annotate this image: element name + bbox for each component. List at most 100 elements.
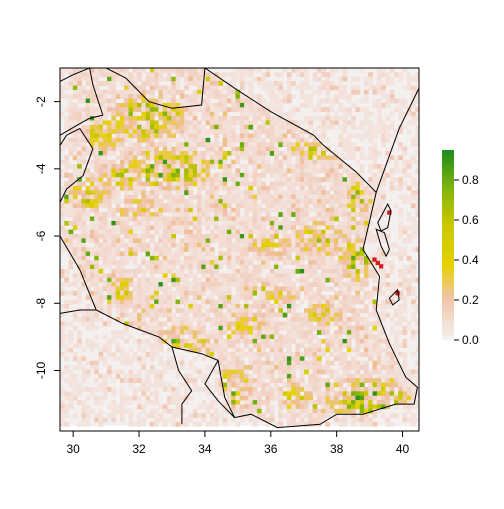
raster-cell [162,142,168,148]
raster-cell [111,111,117,117]
raster-cell [137,159,142,165]
raster-cell [119,68,125,73]
raster-cell [77,68,82,73]
raster-cell [132,185,138,191]
raster-cell [304,286,309,292]
raster-cell [94,242,99,248]
raster-cell [94,72,99,78]
raster-cell [124,321,129,327]
raster-cell [128,255,134,261]
raster-cell [162,229,168,235]
raster-cell [342,225,348,231]
raster-cell [244,124,249,130]
raster-cell [145,369,151,375]
raster-cell [175,85,181,91]
raster-cell [81,229,87,235]
raster-cell [132,321,138,327]
raster-cell [381,199,386,204]
raster-cell [158,116,164,121]
raster-cell [261,129,266,134]
raster-cell [107,207,112,213]
raster-cell [141,155,147,161]
raster-cell [218,369,224,375]
raster-cell [197,85,202,91]
raster-cell [72,238,78,244]
raster-cell [201,89,206,95]
raster-cell [77,151,82,156]
raster-cell [304,177,309,183]
raster-cell [128,111,134,117]
raster-cell [226,212,232,217]
raster-cell [158,207,164,213]
raster-cell [141,81,147,86]
raster-cell [265,212,271,217]
raster-cell [89,317,95,322]
raster-cell [385,133,391,139]
raster-cell [102,199,108,204]
raster-cell [256,212,262,217]
raster-cell [346,325,352,331]
raster-cell [312,72,318,78]
raster-cell [218,247,224,252]
raster-cell [179,155,185,161]
raster-cell [231,98,236,104]
raster-cell [64,142,69,148]
raster-cell [393,334,399,340]
raster-cell [304,203,309,209]
raster-cell [312,308,318,314]
raster-cell [411,260,416,266]
raster-cell [295,68,301,73]
raster-cell [411,94,416,99]
raster-cell [278,81,284,86]
raster-cell [282,369,288,375]
raster-cell [119,395,125,401]
raster-cell [102,386,108,392]
raster-cell [188,94,194,99]
raster-cell [197,129,202,134]
raster-cell [141,124,147,130]
raster-cell [269,317,275,322]
raster-cell [201,347,206,353]
raster-cell [171,212,176,217]
raster-cell [334,308,339,314]
raster-cell [411,98,416,104]
raster-cell [72,168,78,174]
raster-cell [81,268,87,274]
raster-cell [111,129,117,134]
raster-cell [141,321,147,327]
raster-cell [145,129,151,134]
raster-cell [115,229,121,235]
raster-cell [115,273,121,279]
raster-cell [60,247,65,252]
raster-cell [325,242,331,248]
raster-cell [415,98,419,104]
raster-cell [334,373,339,379]
raster-cell [372,207,378,213]
raster-cell [231,137,236,143]
raster-cell [316,238,322,244]
raster-cell [398,111,403,117]
raster-cell [197,164,202,169]
raster-cell [124,229,129,235]
raster-cell [137,312,142,318]
raster-cell [351,238,356,244]
raster-cell [381,395,386,401]
raster-cell [231,94,236,99]
raster-cell [214,155,219,161]
raster-cell [286,286,292,292]
raster-cell [222,295,228,300]
raster-cell [351,299,356,305]
raster-cell [239,290,245,296]
raster-cell [398,391,403,397]
raster-cell [226,98,232,104]
raster-cell [304,277,309,283]
raster-cell [197,260,202,266]
raster-cell [269,290,275,296]
raster-cell [68,391,74,397]
raster-cell [205,268,211,274]
raster-cell [137,395,142,401]
raster-cell [98,199,104,204]
raster-cell [338,229,343,235]
raster-cell [244,325,249,331]
raster-cell [256,268,262,274]
